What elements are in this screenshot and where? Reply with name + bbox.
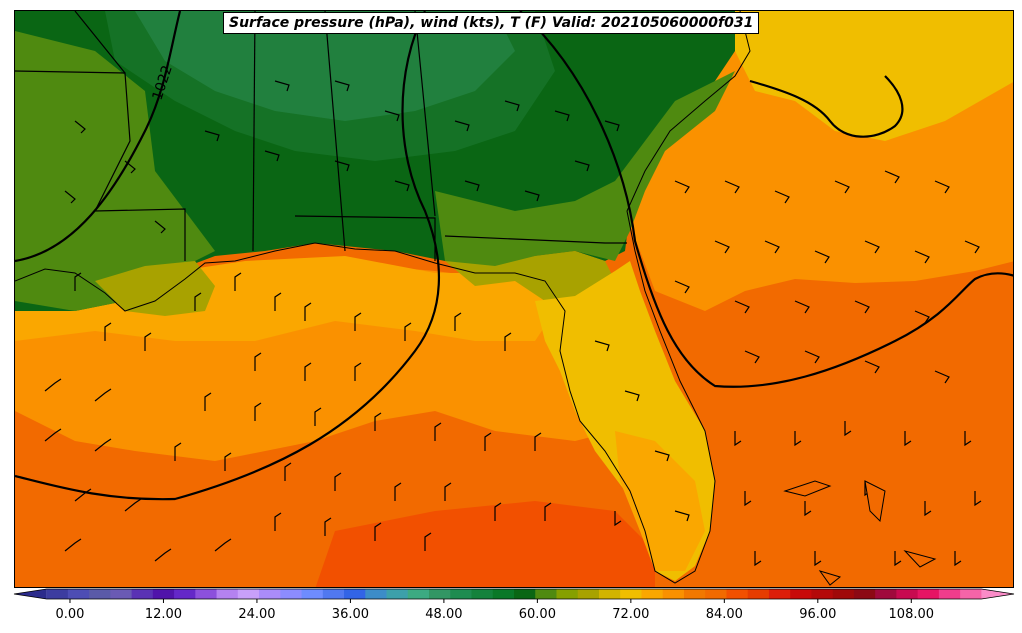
colorbar-segment xyxy=(322,589,345,599)
colorbar-segment xyxy=(407,589,430,599)
colorbar-segment xyxy=(960,589,982,599)
land-delta-olive xyxy=(95,261,215,316)
colorbar-segment xyxy=(259,589,281,599)
colorbar-extend-low xyxy=(14,589,47,599)
colorbar-segment xyxy=(556,589,579,599)
islands xyxy=(783,480,937,586)
colorbar xyxy=(13,588,1015,603)
colorbar-tick-label: 12.00 xyxy=(144,607,183,622)
land-interior-mid-green xyxy=(105,11,555,161)
colorbar-segment xyxy=(216,589,239,599)
colorbar-segment xyxy=(747,589,770,599)
colorbar-segment xyxy=(620,589,642,599)
colorbar-segment xyxy=(152,589,175,599)
colorbar-tick-label: 36.00 xyxy=(331,607,370,622)
colorbar-segment xyxy=(471,589,494,599)
wind-barbs xyxy=(44,80,982,567)
colorbar-segment xyxy=(450,589,473,599)
colorbar-segment xyxy=(280,589,303,599)
colorbar-tick-label: 0.00 xyxy=(55,607,85,622)
gulf-south-hot-area xyxy=(315,501,655,587)
colorbar-segment xyxy=(46,589,69,599)
land-coastal-khaki xyxy=(445,251,615,301)
coastline xyxy=(15,11,751,584)
map-panel: 1022 xyxy=(14,10,1014,588)
land-florida-south xyxy=(615,431,705,571)
colorbar-segment xyxy=(811,589,834,599)
isobar-east xyxy=(519,11,1013,388)
isobar-west xyxy=(15,11,182,263)
colorbar-tick-label: 24.00 xyxy=(238,607,276,622)
colorbar-segment xyxy=(89,589,111,599)
colorbar-segment xyxy=(790,589,812,599)
colorbar-segment xyxy=(853,589,876,599)
weather-map: 1022 xyxy=(15,11,1013,587)
colorbar-segment xyxy=(67,589,90,599)
isobars xyxy=(15,11,1013,501)
colorbar-tick-label: 108.00 xyxy=(888,607,935,622)
colorbar-segment xyxy=(386,589,409,599)
colorbar-segment xyxy=(641,589,664,599)
isobar-central xyxy=(15,11,441,501)
colorbar-segment xyxy=(174,589,196,599)
colorbar-segment xyxy=(301,589,324,599)
map-title: Surface pressure (hPa), wind (kts), T (F… xyxy=(223,12,760,34)
colorbar-tick-label: 60.00 xyxy=(518,607,556,622)
colorbar-segment xyxy=(726,589,749,599)
colorbar-segment xyxy=(705,589,727,599)
colorbar-tick-label: 84.00 xyxy=(705,607,743,622)
colorbar-segment xyxy=(768,589,791,599)
colorbar-segment xyxy=(514,589,536,599)
colorbar-tick-label: 96.00 xyxy=(799,607,837,622)
colorbar-segment xyxy=(896,589,919,599)
colorbar-outline xyxy=(13,588,1015,600)
colorbar-segment xyxy=(344,589,366,599)
colorbar-segment xyxy=(917,589,940,599)
atlantic-yellow-area xyxy=(735,11,1013,141)
colorbar-segment xyxy=(938,589,961,599)
colorbar-segment xyxy=(195,589,218,599)
colorbar-segment xyxy=(110,589,133,599)
colorbar-segment xyxy=(875,589,897,599)
colorbar-segment xyxy=(832,589,855,599)
colorbar-tick-label: 72.00 xyxy=(612,607,650,622)
colorbar-segment xyxy=(131,589,154,599)
colorbar-extend-high xyxy=(981,589,1014,599)
land-coastal-olive xyxy=(435,71,735,271)
colorbar-segment xyxy=(365,589,388,599)
colorbar-segment xyxy=(535,589,557,599)
colorbar-segment xyxy=(662,589,685,599)
colorbar-segment xyxy=(683,589,706,599)
colorbar-tick-label: 48.00 xyxy=(425,607,463,622)
colorbar-segment xyxy=(429,589,451,599)
colorbar-segment xyxy=(577,589,600,599)
colorbar-segment xyxy=(237,589,260,599)
colorbar-segment xyxy=(492,589,515,599)
colorbar-segment xyxy=(598,589,621,599)
isobar-northeast xyxy=(749,75,904,138)
